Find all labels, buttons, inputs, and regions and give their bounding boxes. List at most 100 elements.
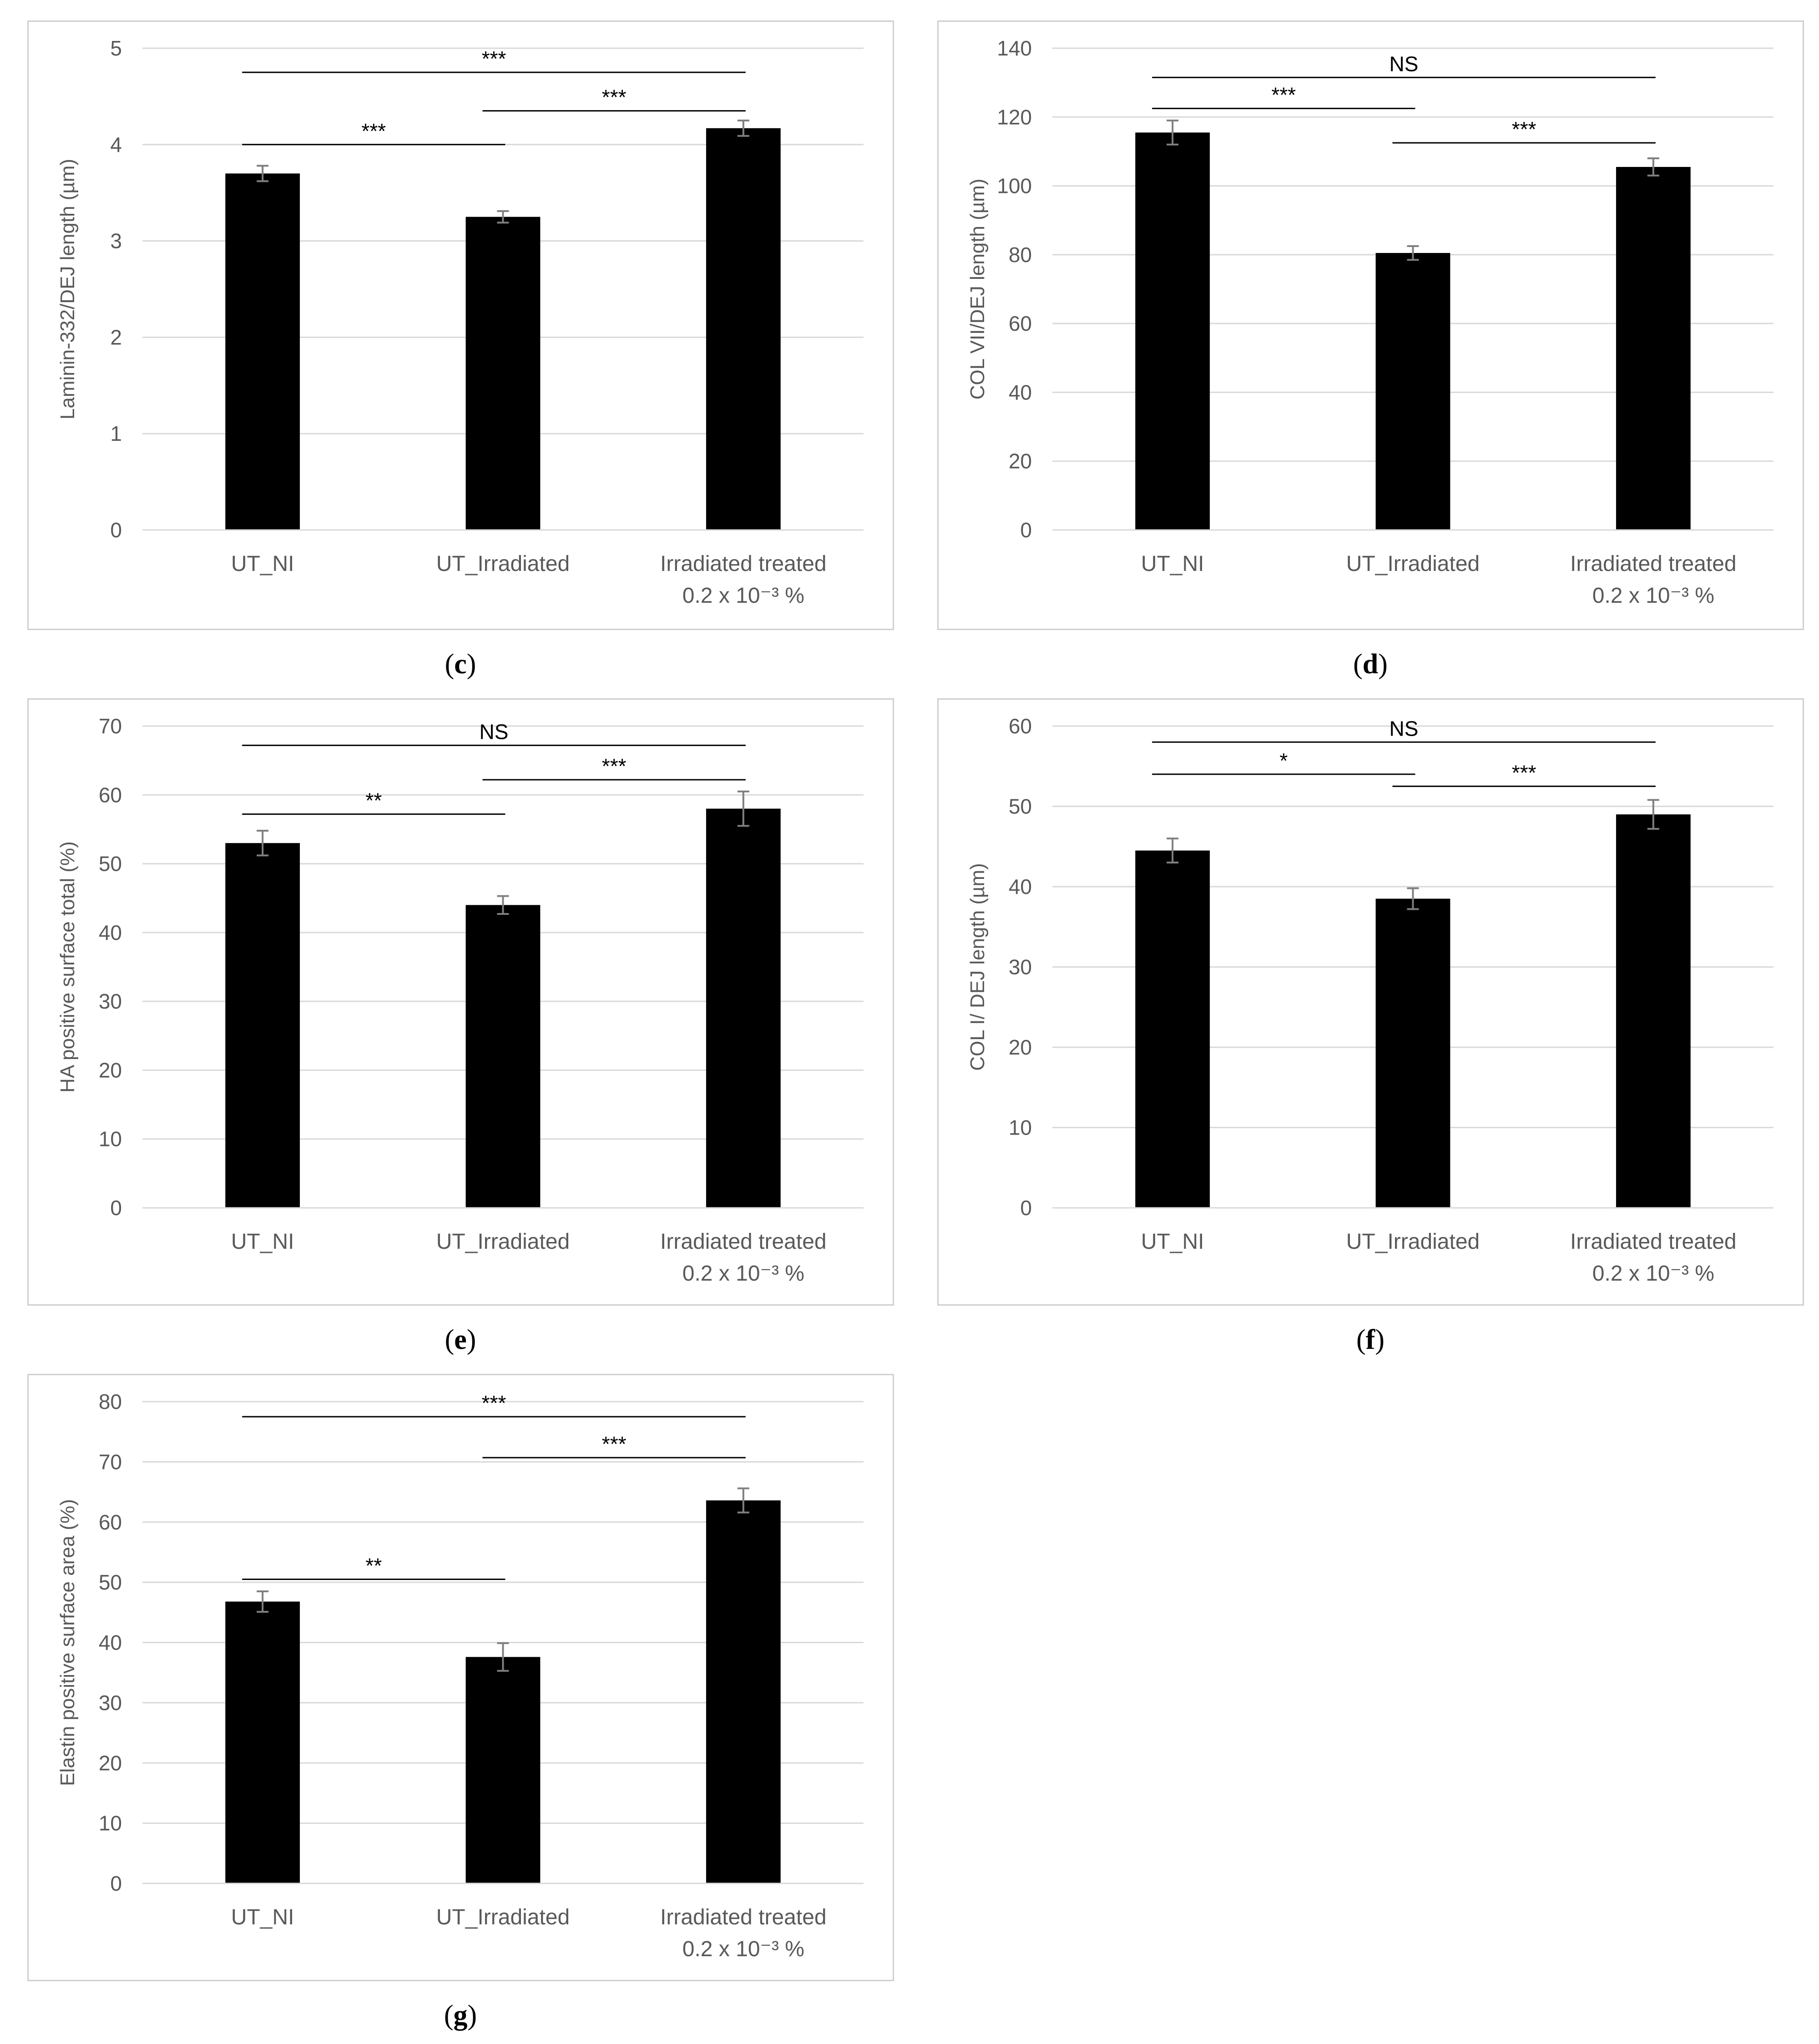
y-tick-label: 30 xyxy=(99,989,122,1013)
x-category-sublabel: 0.2 x 10⁻³ % xyxy=(682,1937,804,1961)
bar xyxy=(465,217,541,530)
significance-label: *** xyxy=(602,754,627,778)
y-tick-label: 20 xyxy=(1009,449,1032,473)
bar xyxy=(1135,850,1210,1208)
y-tick-label: 70 xyxy=(99,714,122,738)
y-tick-label: 20 xyxy=(99,1751,122,1775)
y-tick-label: 60 xyxy=(1009,714,1032,738)
y-tick-label: 1 xyxy=(110,422,122,445)
caption-d: (d) xyxy=(1353,649,1388,680)
significance-label: *** xyxy=(602,86,627,109)
x-category-label: Irradiated treated xyxy=(660,552,827,576)
y-tick-label: 10 xyxy=(99,1127,122,1151)
y-tick-label: 2 xyxy=(110,325,122,349)
y-tick-label: 70 xyxy=(99,1450,122,1474)
y-axis-label: COL I/ DEJ length (µm) xyxy=(966,863,989,1071)
bar xyxy=(1375,898,1450,1208)
bar xyxy=(465,905,541,1208)
significance-label: *** xyxy=(482,1391,506,1415)
y-tick-label: 40 xyxy=(1009,380,1032,404)
y-tick-label: 50 xyxy=(1009,795,1032,818)
x-category-label: Irradiated treated xyxy=(660,1230,827,1254)
y-tick-label: 60 xyxy=(1009,312,1032,335)
x-category-label: UT_Irradiated xyxy=(436,552,570,576)
y-tick-label: 0 xyxy=(1020,1196,1032,1220)
x-category-label: UT_Irradiated xyxy=(436,1230,570,1254)
chart-panel-g: 0 10 20 30 40 50 60 70 80 Elastin positive surfac… xyxy=(27,1374,894,1981)
bar xyxy=(1616,167,1691,530)
y-axis-label: COL VII/DEJ length (µm) xyxy=(966,179,989,400)
x-category-label: Irradiated treated xyxy=(1570,1230,1737,1254)
y-tick-label: 10 xyxy=(1009,1116,1032,1140)
significance-label: ** xyxy=(365,789,382,813)
bar xyxy=(225,843,300,1208)
x-category-label: UT_NI xyxy=(1141,1230,1204,1254)
caption-f: (f) xyxy=(1356,1324,1384,1355)
bar xyxy=(1135,132,1210,530)
significance-label: NS xyxy=(1390,52,1419,76)
x-category-label: UT_NI xyxy=(231,552,294,576)
chart-e: 0 10 20 30 40 50 60 70 HA positive surface total… xyxy=(56,714,864,1286)
x-category-label: UT_NI xyxy=(231,1230,294,1254)
chart-g: 0 10 20 30 40 50 60 70 80 Elastin positive surfac… xyxy=(56,1390,864,1961)
y-tick-label: 120 xyxy=(997,105,1032,129)
y-tick-label: 30 xyxy=(99,1691,122,1715)
significance-label: *** xyxy=(1271,83,1296,106)
significance-label: *** xyxy=(482,47,506,71)
y-tick-label: 50 xyxy=(99,1570,122,1594)
y-tick-label: 140 xyxy=(997,36,1032,60)
y-tick-label: 30 xyxy=(1009,955,1032,979)
y-tick-label: 5 xyxy=(110,36,122,60)
significance-label: *** xyxy=(1512,761,1536,784)
bar xyxy=(1375,253,1450,530)
chart-d: 0 20 40 60 80 100 120 140 COL VII/DEJ length (µm… xyxy=(966,36,1774,608)
y-tick-label: 40 xyxy=(99,921,122,944)
significance-label: NS xyxy=(1390,717,1419,740)
caption-g: (g) xyxy=(444,2000,477,2031)
bar xyxy=(706,128,781,530)
y-tick-label: 100 xyxy=(997,174,1032,198)
y-tick-label: 40 xyxy=(1009,875,1032,898)
significance-label: *** xyxy=(361,119,386,143)
significance-label: *** xyxy=(602,1432,627,1456)
x-category-label: Irradiated treated xyxy=(660,1905,827,1929)
y-axis-label: Laminin-332/DEJ length (µm) xyxy=(56,159,79,419)
x-category-sublabel: 0.2 x 10⁻³ % xyxy=(682,584,804,608)
x-category-sublabel: 0.2 x 10⁻³ % xyxy=(1592,1262,1714,1286)
x-category-label: UT_NI xyxy=(231,1905,294,1929)
x-category-sublabel: 0.2 x 10⁻³ % xyxy=(1592,584,1714,608)
bar xyxy=(465,1657,541,1883)
x-category-sublabel: 0.2 x 10⁻³ % xyxy=(682,1262,804,1286)
chart-panel-c: 0 1 2 3 4 5 Laminin-332/DEJ length (µm) UT_NI UT… xyxy=(27,20,894,630)
y-tick-label: 0 xyxy=(110,1872,122,1895)
y-tick-label: 20 xyxy=(99,1058,122,1082)
significance-label: *** xyxy=(1512,117,1536,141)
y-tick-label: 80 xyxy=(99,1390,122,1413)
bar xyxy=(225,1601,300,1883)
bar xyxy=(225,173,300,530)
caption-e: (e) xyxy=(445,1324,476,1355)
x-category-label: UT_Irradiated xyxy=(1346,552,1480,576)
y-tick-label: 0 xyxy=(110,1196,122,1220)
x-category-label: UT_Irradiated xyxy=(1346,1230,1480,1254)
x-category-label: UT_NI xyxy=(1141,552,1204,576)
y-tick-label: 40 xyxy=(99,1631,122,1655)
significance-label: * xyxy=(1279,749,1288,772)
y-axis-label: HA positive surface total (%) xyxy=(56,841,79,1093)
y-tick-label: 60 xyxy=(99,1510,122,1534)
chart-panel-d: 0 20 40 60 80 100 120 140 COL VII/DEJ length (µm… xyxy=(937,20,1804,630)
y-tick-label: 60 xyxy=(99,783,122,807)
y-tick-label: 0 xyxy=(110,518,122,542)
significance-label: NS xyxy=(480,720,509,743)
y-tick-label: 4 xyxy=(110,133,122,156)
chart-panel-e: 0 10 20 30 40 50 60 70 HA positive surface total… xyxy=(27,698,894,1306)
y-tick-label: 50 xyxy=(99,852,122,876)
y-tick-label: 3 xyxy=(110,229,122,253)
y-axis-label: Elastin positive surface area (%) xyxy=(56,1499,79,1786)
chart-panel-f: 0 10 20 30 40 50 60 COL I/ DEJ length (µm) UT_NI… xyxy=(937,698,1804,1306)
caption-c: (c) xyxy=(445,649,476,680)
bar xyxy=(706,1500,781,1883)
chart-c: 0 1 2 3 4 5 Laminin-332/DEJ length (µm) UT_NI UT… xyxy=(56,36,864,608)
bar xyxy=(1616,814,1691,1208)
x-category-label: UT_Irradiated xyxy=(436,1905,570,1929)
